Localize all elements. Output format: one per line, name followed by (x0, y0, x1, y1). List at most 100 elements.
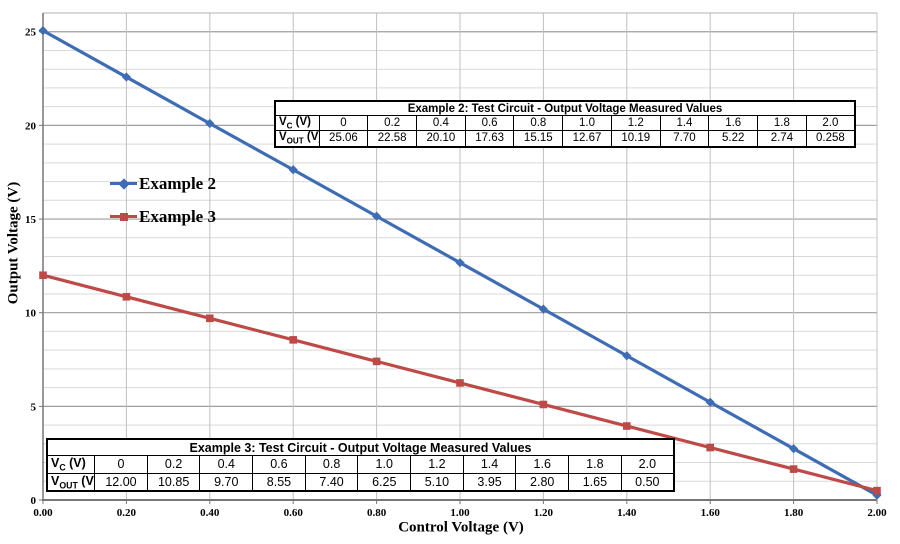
data-point (539, 400, 548, 409)
table-cell: 0 (94, 455, 148, 474)
table-cell: 0.6 (252, 455, 306, 474)
table-cell: 17.63 (464, 130, 515, 148)
y-axis-title: Output Voltage (V) (5, 181, 22, 305)
row-header: VC (V) (46, 455, 96, 474)
table-title: Example 3: Test Circuit - Output Voltage… (46, 438, 675, 456)
table-cell: 1.65 (568, 472, 622, 492)
svg-text:2.00: 2.00 (867, 507, 887, 519)
gridlines (43, 12, 878, 500)
data-point (456, 379, 464, 387)
legend-item-example-3: Example 3 (110, 203, 216, 230)
table-cell: 8.55 (252, 472, 306, 492)
series-example-2 (38, 26, 882, 500)
data-point (873, 486, 881, 495)
table-cell: 0.8 (304, 455, 359, 474)
table-cell: 1.4 (462, 455, 517, 474)
series-example-3 (39, 271, 881, 495)
data-point (289, 336, 297, 344)
table-cell: 2.0 (805, 114, 856, 132)
data-point (372, 211, 382, 221)
data-point (205, 118, 215, 129)
data-point (206, 314, 214, 323)
data-point (538, 304, 548, 314)
table-cell: 12.00 (94, 472, 148, 492)
svg-text:15: 15 (25, 214, 37, 226)
data-point (706, 443, 714, 452)
legend-line-blue (110, 177, 137, 190)
table-cell: 0 (318, 114, 369, 132)
legend: Example 2 Example 3 (110, 170, 216, 236)
axes (39, 13, 878, 504)
table-cell: 9.70 (199, 472, 254, 492)
data-point (789, 465, 798, 473)
svg-text:1.40: 1.40 (617, 507, 637, 519)
table-title: Example 2: Test Circuit - Output Voltage… (274, 100, 856, 116)
table-cell: 1.6 (708, 114, 759, 132)
table-cell: 10.85 (146, 472, 201, 492)
svg-text:0.60: 0.60 (284, 507, 304, 519)
legend-label-example-3: Example 3 (139, 206, 216, 226)
table-cell: 1.0 (357, 455, 412, 474)
table-cell: 0.8 (513, 114, 564, 132)
svg-text:0: 0 (31, 495, 37, 507)
table-cell: 1.2 (410, 455, 464, 474)
svg-text:20: 20 (25, 120, 37, 132)
table-cell: 0.4 (199, 455, 254, 474)
data-point (622, 351, 632, 361)
x-tick-labels: 0.00 0.20 0.40 0.60 0.80 1.00 1.20 1.40 1.60 1.80… (33, 507, 887, 519)
table-cell: 1.0 (562, 114, 612, 132)
svg-text:1.60: 1.60 (701, 507, 721, 519)
svg-text:1.00: 1.00 (450, 507, 470, 519)
row-header: VC (V) (274, 114, 320, 132)
svg-text:10: 10 (25, 308, 37, 320)
data-point (372, 357, 381, 366)
table-cell: 5.22 (708, 130, 759, 148)
square-marker-icon (119, 212, 128, 221)
table-cell: 1.8 (568, 455, 622, 474)
table-cell: 1.4 (659, 114, 710, 132)
svg-text:1.20: 1.20 (534, 507, 554, 519)
table-cell: 6.25 (357, 472, 412, 492)
table-cell: 1.8 (757, 114, 807, 132)
data-point (288, 165, 298, 175)
data-point (455, 258, 465, 268)
table-cell: 1.6 (515, 455, 570, 474)
svg-text:1.80: 1.80 (784, 507, 804, 519)
svg-text:0.20: 0.20 (117, 507, 137, 519)
table-cell: 15.15 (513, 130, 564, 148)
legend-item-example-2: Example 2 (110, 170, 216, 197)
svg-text:5: 5 (31, 401, 37, 413)
legend-label-example-2: Example 2 (139, 173, 216, 193)
table-cell: 0.2 (146, 455, 201, 474)
table-cell: 2.80 (515, 472, 570, 492)
table-example-2: Example 2: Test Circuit - Output Voltage… (274, 100, 856, 148)
data-point (39, 271, 47, 280)
table-cell: 20.10 (416, 130, 466, 148)
diamond-marker-icon (117, 177, 130, 190)
table-cell: 7.70 (659, 130, 710, 148)
table-cell: 0.258 (805, 130, 856, 148)
table-example-3: Example 3: Test Circuit - Output Voltage… (46, 438, 675, 492)
data-point (38, 26, 48, 36)
svg-text:0.40: 0.40 (200, 507, 220, 519)
data-point (122, 292, 131, 301)
data-point (789, 444, 799, 454)
table-cell: 3.95 (462, 472, 517, 492)
data-point (121, 72, 131, 82)
table-cell: 10.19 (610, 130, 661, 148)
table-cell: 22.58 (367, 130, 418, 148)
table-cell: 12.67 (562, 130, 612, 148)
table-cell: 25.06 (318, 130, 369, 148)
table-cell: 2.0 (620, 455, 675, 474)
data-point (705, 397, 715, 407)
x-axis-title: Control Voltage (V) (398, 519, 524, 536)
y-tick-labels: 0 5 10 15 20 25 (25, 27, 37, 507)
table-cell: 0.2 (367, 114, 418, 132)
table-cell: 5.10 (410, 472, 464, 492)
table-cell: 0.6 (464, 114, 515, 132)
table-cell: 7.40 (304, 472, 359, 492)
svg-text:25: 25 (25, 27, 37, 39)
row-header: VOUT (V) (46, 472, 96, 492)
